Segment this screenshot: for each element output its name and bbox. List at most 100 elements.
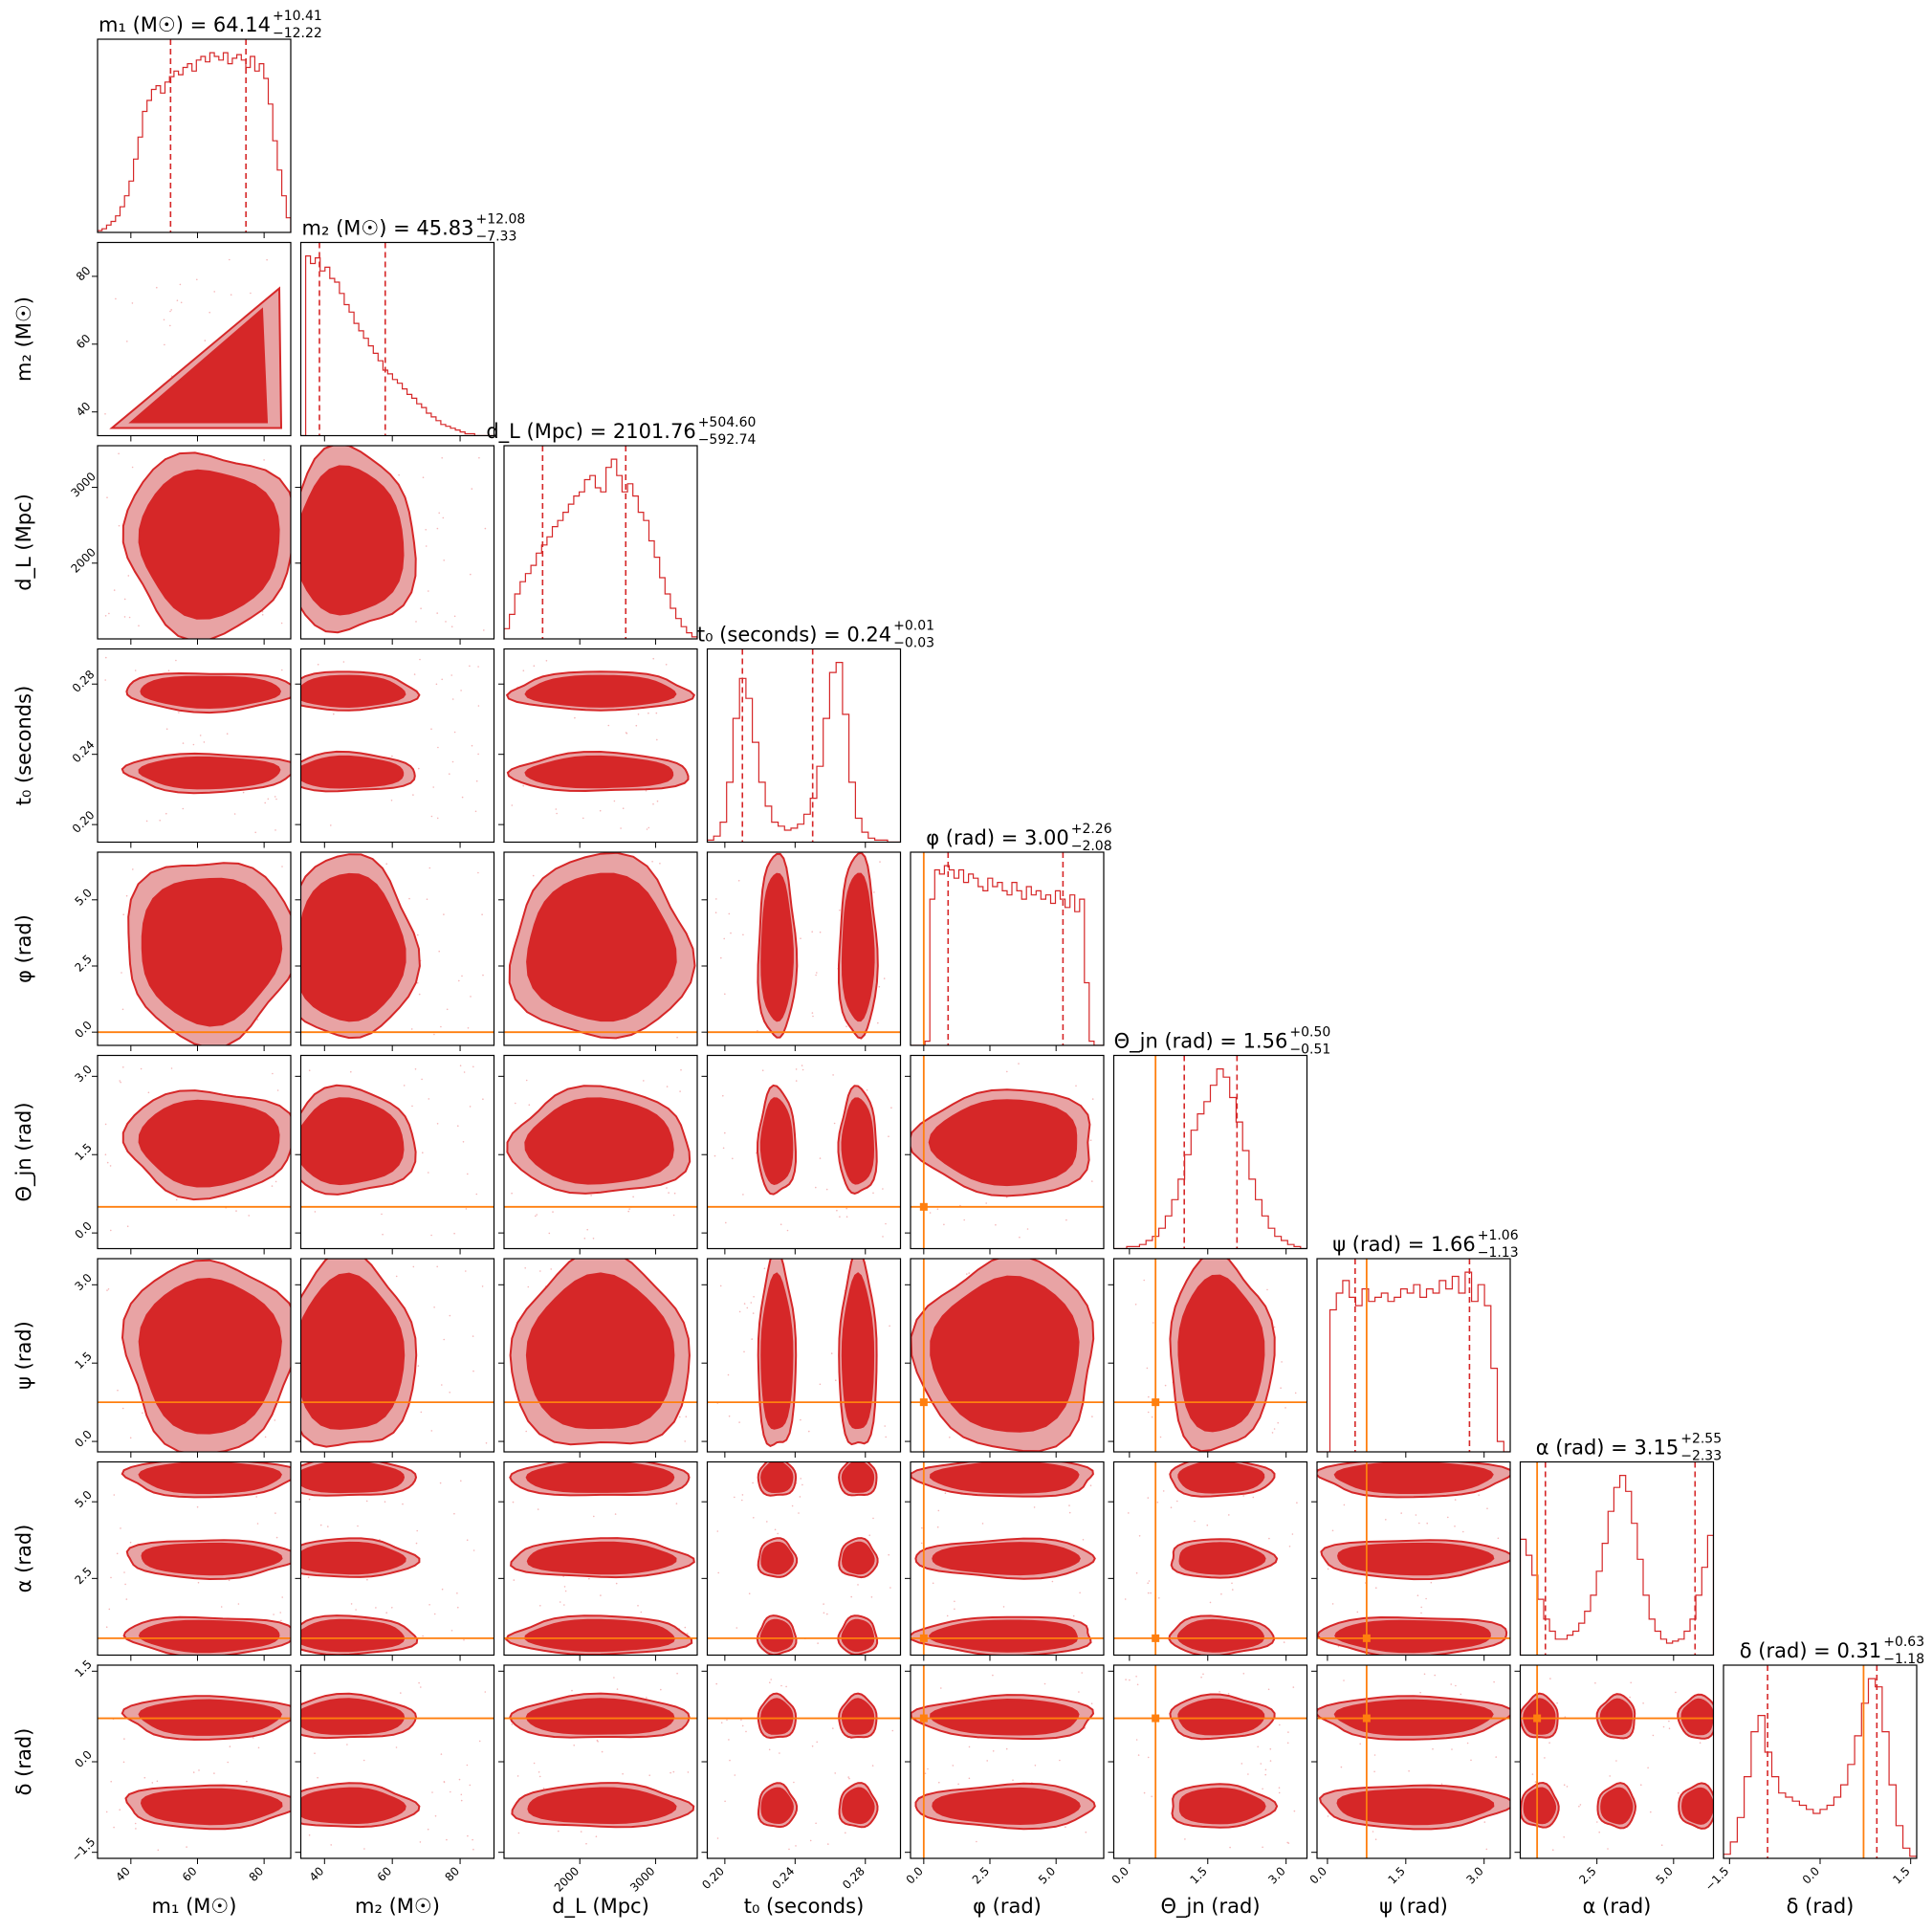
sample-point xyxy=(317,664,319,666)
sample-point xyxy=(550,1268,552,1270)
sample-point xyxy=(436,1265,439,1268)
sample-point xyxy=(816,972,818,974)
contour-inner xyxy=(138,1619,280,1654)
sample-point xyxy=(637,714,640,715)
sample-point xyxy=(511,1192,513,1195)
sample-point xyxy=(768,1748,771,1751)
sample-point xyxy=(1252,1496,1255,1499)
sample-point xyxy=(472,1335,474,1337)
sample-point xyxy=(839,1216,841,1218)
x-tick-label: 1.5 xyxy=(1187,1864,1209,1886)
sample-point xyxy=(403,1085,406,1087)
sample-point xyxy=(110,1229,112,1232)
sample-point xyxy=(472,1848,474,1851)
sample-point xyxy=(1327,1815,1329,1817)
y-tick-label: 1.5 xyxy=(72,1658,94,1680)
sample-point xyxy=(418,1681,420,1684)
diagonal-title: δ (rad) = 0.31 xyxy=(1740,1639,1881,1662)
contour-panel-phi-alpha xyxy=(911,1461,1104,1656)
sample-point xyxy=(801,1068,804,1071)
sample-point xyxy=(465,1208,468,1210)
sample-point xyxy=(1158,1597,1160,1599)
contour-panel-phi-delta xyxy=(911,1665,1104,1858)
sample-point xyxy=(484,1691,487,1693)
sample-point xyxy=(1151,1416,1153,1418)
sample-point xyxy=(827,1843,829,1845)
sample-point xyxy=(428,1604,430,1606)
panel-frame xyxy=(1112,1460,1308,1657)
sample-point xyxy=(1286,1841,1288,1844)
contour-inner xyxy=(1333,1461,1494,1494)
sample-point xyxy=(672,1770,675,1773)
contour-inner xyxy=(841,1698,875,1735)
sample-point xyxy=(138,625,140,626)
hist-panel-t0 xyxy=(707,648,901,843)
sample-point xyxy=(937,1509,940,1512)
contour-inner xyxy=(525,1698,675,1735)
sample-point xyxy=(839,909,841,911)
sample-point xyxy=(384,1501,386,1503)
sample-point xyxy=(106,496,108,498)
sample-point xyxy=(1135,1571,1138,1574)
sample-point xyxy=(679,1416,681,1418)
sample-point xyxy=(672,1214,675,1217)
sample-point xyxy=(445,621,447,623)
sample-point xyxy=(123,1571,125,1573)
sample-point xyxy=(952,1765,955,1767)
truth-marker xyxy=(919,1634,928,1642)
sample-point xyxy=(722,1147,725,1150)
sample-point xyxy=(307,1576,310,1579)
contour-panel-phi-theta_jn xyxy=(911,1055,1104,1249)
histogram-line xyxy=(707,662,901,843)
sample-point xyxy=(275,1536,278,1539)
y-tick-label: 1.5 xyxy=(72,1141,94,1163)
sample-point xyxy=(656,800,659,802)
diagonal-title: φ (rad) = 3.00 xyxy=(926,826,1068,849)
sample-point xyxy=(573,1745,575,1746)
sample-point xyxy=(738,1421,740,1423)
sample-point xyxy=(477,705,480,707)
sample-point xyxy=(451,760,454,763)
contour-inner xyxy=(928,1619,1079,1653)
contour-inner xyxy=(1178,1542,1266,1575)
sample-point xyxy=(213,291,215,293)
sample-point xyxy=(830,1352,833,1354)
sample-point xyxy=(763,1267,766,1269)
sample-point xyxy=(616,1688,619,1690)
sample-point xyxy=(795,1080,798,1082)
diagonal-title: m₂ (M☉) = 45.83 xyxy=(302,217,474,240)
sample-point xyxy=(1478,1494,1480,1496)
sample-point xyxy=(1091,1098,1094,1100)
contour-inner xyxy=(929,1461,1080,1494)
sample-point xyxy=(583,1238,586,1240)
sample-point xyxy=(1002,1606,1005,1608)
sample-point xyxy=(832,1074,834,1076)
sample-point xyxy=(1578,1805,1580,1808)
sample-point xyxy=(1135,1739,1138,1741)
sample-point xyxy=(147,1091,150,1094)
sample-point xyxy=(274,796,276,798)
sample-point xyxy=(1420,1612,1422,1614)
sample-point xyxy=(613,800,616,802)
title-err-minus: −1.18 xyxy=(1883,1652,1924,1667)
sample-point xyxy=(127,575,130,577)
contour-inner xyxy=(760,1461,794,1494)
contour-inner xyxy=(138,1099,280,1188)
sample-point xyxy=(125,894,128,897)
sample-point xyxy=(481,1285,484,1287)
sample-point xyxy=(1242,1495,1244,1497)
title-err-minus: −2.33 xyxy=(1680,1449,1722,1464)
sample-point xyxy=(1232,1589,1234,1591)
sample-point xyxy=(228,1579,231,1582)
sample-point xyxy=(120,1527,121,1529)
contour-panel-m2-t0 xyxy=(300,658,480,826)
sample-point xyxy=(1266,1288,1268,1291)
contour-inner xyxy=(526,1541,677,1575)
contour-panel-t0-delta xyxy=(707,1679,901,1851)
sample-point xyxy=(470,996,472,998)
sample-point xyxy=(537,1508,539,1510)
title-err-minus: −0.51 xyxy=(1289,1043,1330,1058)
title-err-plus: +2.26 xyxy=(1071,822,1112,837)
title-err-plus: +0.63 xyxy=(1883,1635,1924,1650)
sample-point xyxy=(730,932,732,934)
